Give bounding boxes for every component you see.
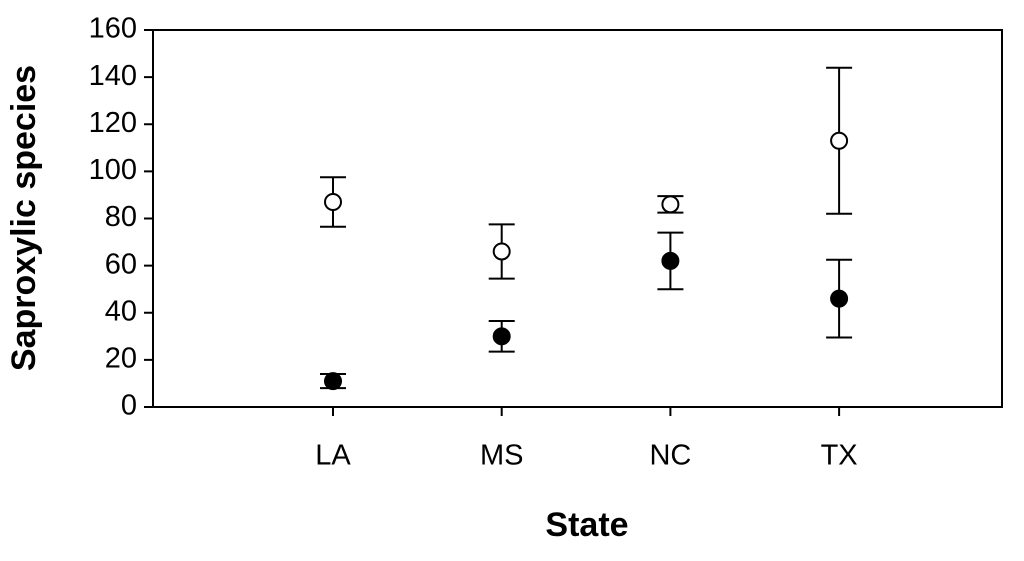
y-tick-label: 60 (105, 248, 137, 280)
x-tick-label: LA (315, 440, 351, 472)
data-point (492, 327, 511, 346)
y-tick-label: 0 (121, 390, 137, 422)
y-tick-label: 100 (89, 154, 137, 186)
x-tick-label: TX (821, 440, 858, 472)
data-point (830, 131, 849, 150)
y-tick-label: 80 (105, 201, 137, 233)
plot-frame (152, 29, 1003, 408)
x-axis-title: State (545, 506, 628, 544)
y-tick-label: 140 (89, 60, 137, 92)
y-axis-title: Saproxylic species (5, 65, 43, 371)
y-tick-label: 160 (89, 13, 137, 45)
y-tick-label: 20 (105, 343, 137, 375)
x-tick-label: MS (480, 440, 524, 472)
x-tick-label: NC (649, 440, 691, 472)
data-point (661, 251, 680, 270)
data-point (324, 193, 342, 212)
data-point (661, 195, 680, 214)
y-tick-label: 40 (105, 295, 137, 327)
y-tick-label: 120 (89, 107, 137, 139)
data-point (492, 242, 511, 261)
data-point (830, 289, 849, 308)
data-point (324, 372, 342, 391)
